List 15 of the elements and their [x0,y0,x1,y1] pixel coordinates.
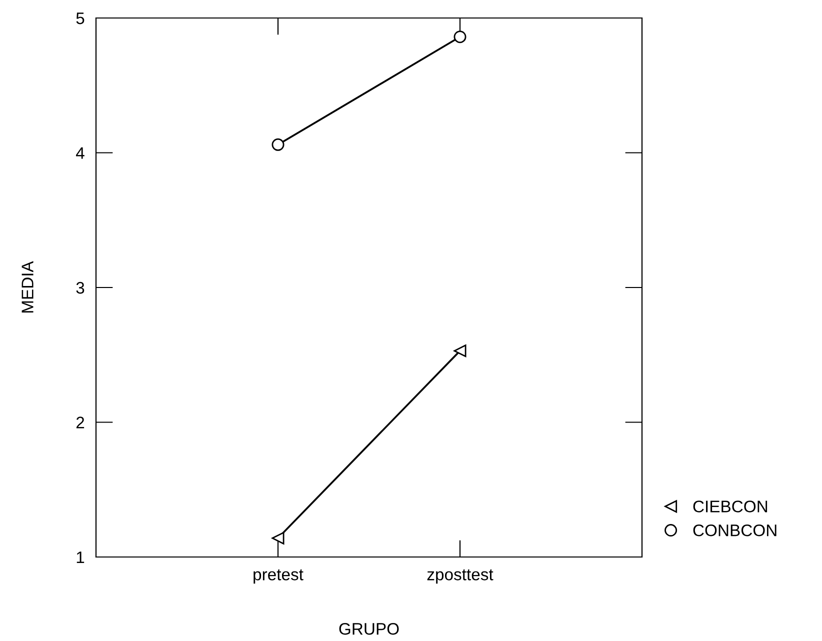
y-tick-label: 5 [76,12,84,24]
x-axis-title: GRUPO [339,622,399,635]
y-tick-label: 3 [76,282,84,294]
legend-label: CIEBCON [693,500,768,512]
x-tick-label: pretest [254,569,304,584]
point [454,344,466,358]
legend-label: CONBCON [693,524,776,536]
point [454,30,466,44]
y-tick-label: 2 [76,416,84,428]
point [272,138,284,151]
y-tick-label: 1 [76,552,84,564]
point [272,532,284,544]
x-tick-label: zposttest [427,569,494,584]
y-axis-title: MEDIA [22,261,34,313]
y-tick-label: 4 [76,147,84,159]
